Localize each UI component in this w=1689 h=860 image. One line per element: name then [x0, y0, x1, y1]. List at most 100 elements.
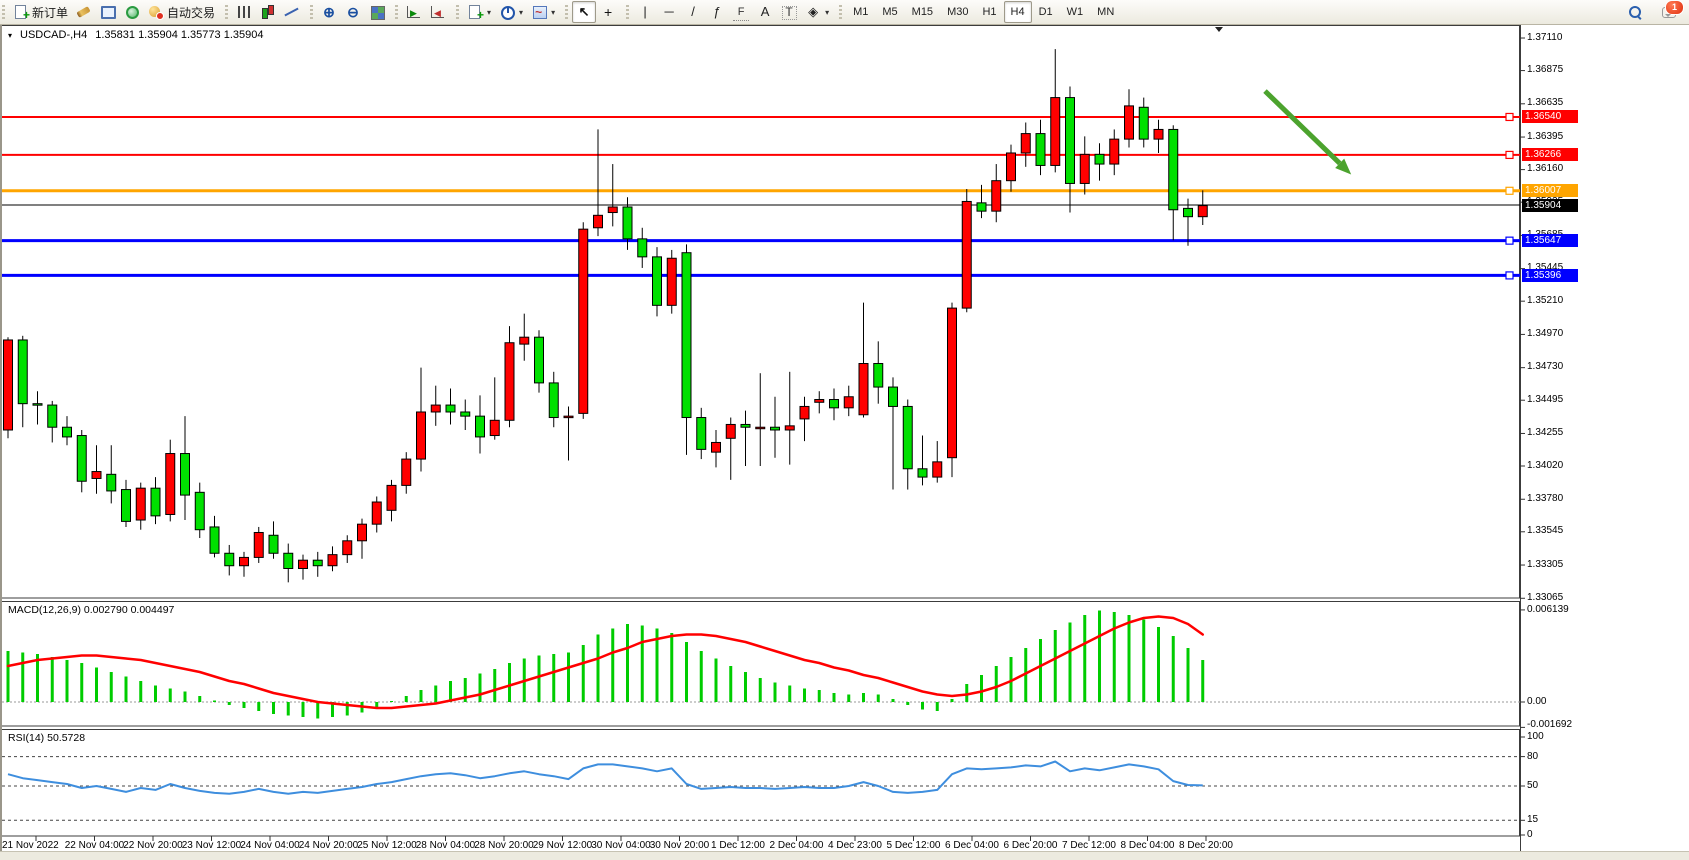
new-order-icon	[13, 4, 30, 23]
indicators-icon	[467, 4, 484, 23]
timeframe-switcher: M1 M5 M15 M30 H1 H4 D1 W1 MN	[837, 1, 1125, 23]
templates-button[interactable]: ▾	[527, 1, 559, 23]
fibonacci-icon: F	[733, 4, 750, 21]
tile-windows-button[interactable]	[365, 1, 389, 23]
zoom-in-icon: ⊕	[323, 4, 335, 20]
templates-icon	[531, 4, 548, 20]
chart-dropdown-icon[interactable]: ▾	[8, 30, 13, 40]
autotrading-icon	[148, 4, 165, 20]
crosshair-button[interactable]: +	[596, 1, 620, 23]
candlesticks	[3, 49, 1208, 583]
equidistant-channel-icon: ƒ	[713, 4, 721, 19]
profiles-icon	[76, 4, 92, 20]
candlestick-chart-button[interactable]	[256, 1, 280, 23]
toolbar-group-chart-type	[223, 1, 308, 23]
timeframe-m30[interactable]: M30	[947, 6, 969, 18]
toolbar-group-draw: | ─ / ƒ F A T ◈ ▾	[624, 1, 837, 23]
notifications-icon: 1	[1661, 0, 1684, 20]
macd-name: MACD(12,26,9)	[8, 604, 81, 616]
autotrading-button[interactable]: 自动交易	[144, 1, 219, 23]
rsi-value: 50.5728	[47, 732, 86, 744]
arrows-button[interactable]: ◈ ▾	[801, 1, 833, 23]
search-button[interactable]	[1623, 1, 1647, 23]
auto-scroll-button[interactable]	[402, 1, 426, 23]
timeframe-h4[interactable]: H4	[1003, 1, 1032, 23]
horizontal-levels	[2, 112, 1520, 280]
auto-scroll-icon	[406, 4, 422, 21]
timeframe-h1[interactable]: H1	[982, 6, 997, 18]
trend-arrow-annotation[interactable]	[1263, 89, 1352, 175]
line-chart-button[interactable]	[280, 1, 304, 23]
chart-shift-button[interactable]	[426, 1, 450, 23]
timeframe-m15[interactable]: M15	[911, 6, 934, 18]
data-window-button[interactable]	[120, 1, 144, 23]
price-axis[interactable]	[1520, 25, 1689, 850]
main-chart-panel[interactable]	[0, 25, 1520, 598]
periods-button[interactable]: ▾	[495, 1, 527, 23]
rsi-indicator	[2, 736, 1525, 836]
window-bottom-strip	[0, 851, 1689, 860]
chevron-down-icon[interactable]: ▾	[487, 7, 492, 17]
time-axis-ticks	[35, 836, 1207, 841]
trendline-button[interactable]: /	[681, 1, 705, 23]
timeframe-m1[interactable]: M1	[853, 6, 869, 18]
chart-shift-icon	[430, 4, 446, 21]
chevron-down-icon[interactable]: ▾	[519, 7, 524, 17]
crosshair-icon: +	[603, 4, 613, 20]
market-watch-button[interactable]	[96, 1, 120, 23]
trendline-icon: /	[691, 4, 695, 19]
window-left-edge	[0, 24, 2, 859]
new-order-button[interactable]: 新订单	[9, 1, 72, 23]
timeframe-d1[interactable]: D1	[1038, 6, 1053, 18]
tile-windows-icon	[369, 4, 386, 20]
time-axis[interactable]	[0, 838, 1520, 851]
equidistant-channel-button[interactable]: ƒ	[705, 1, 729, 23]
chart-ohlc-values: 1.35831 1.35904 1.35773 1.35904	[95, 29, 264, 41]
timeframe-mn[interactable]: MN	[1097, 6, 1115, 18]
zoom-out-button[interactable]: ⊖	[341, 1, 365, 23]
fibonacci-button[interactable]: F	[729, 1, 753, 23]
chart-title: ▾ USDCAD-,H4 1.35831 1.35904 1.35773 1.3…	[8, 29, 263, 41]
macd-indicator-label: MACD(12,26,9) 0.002790 0.004497	[8, 604, 174, 616]
vertical-line-button[interactable]: |	[633, 1, 657, 23]
cursor-icon: ↖	[578, 4, 590, 19]
notifications-button[interactable]: 1	[1657, 0, 1684, 23]
chevron-down-icon[interactable]: ▾	[551, 7, 556, 17]
toolbar-group-scroll	[393, 1, 454, 23]
chart-shift-marker	[1215, 27, 1223, 32]
bar-chart-icon	[236, 4, 252, 20]
rsi-panel[interactable]	[0, 729, 1520, 836]
timeframe-m5[interactable]: M5	[882, 6, 898, 18]
new-order-button-label: 新订单	[32, 5, 69, 20]
zoom-in-button[interactable]: ⊕	[317, 1, 341, 23]
toolbar-group-zoom: ⊕ ⊖	[308, 1, 393, 23]
cursor-button[interactable]: ↖	[572, 1, 597, 23]
chevron-down-icon[interactable]: ▾	[825, 7, 830, 17]
periods-icon	[499, 4, 516, 20]
text-label-icon: T	[781, 4, 798, 20]
search-icon	[1627, 4, 1643, 20]
market-watch-icon	[100, 4, 117, 20]
candlestick-chart-icon	[260, 4, 276, 20]
rsi-name: RSI(14)	[8, 732, 45, 744]
macd-panel[interactable]	[0, 601, 1520, 726]
horizontal-line-button[interactable]: ─	[657, 1, 681, 23]
macd-values: 0.002790 0.004497	[83, 604, 175, 616]
toolbar-group-cursor: ↖ +	[563, 1, 624, 23]
toolbar-group-insert: ▾ ▾ ▾	[454, 1, 563, 23]
toolbar-group-trade: 新订单 自动交易	[0, 1, 223, 23]
profiles-button[interactable]	[72, 1, 96, 23]
notification-badge: 1	[1665, 0, 1684, 15]
text-label-button[interactable]: T	[777, 1, 801, 23]
horizontal-line-icon: ─	[664, 4, 674, 19]
timeframe-w1[interactable]: W1	[1066, 6, 1084, 18]
chart-symbol-period: USDCAD-,H4	[20, 29, 88, 41]
data-window-icon	[124, 4, 140, 20]
bar-chart-button[interactable]	[232, 1, 256, 23]
text-button[interactable]: A	[753, 1, 777, 23]
vertical-line-icon: |	[643, 4, 647, 19]
rsi-indicator-label: RSI(14) 50.5728	[8, 732, 85, 744]
indicators-button[interactable]: ▾	[463, 1, 495, 23]
